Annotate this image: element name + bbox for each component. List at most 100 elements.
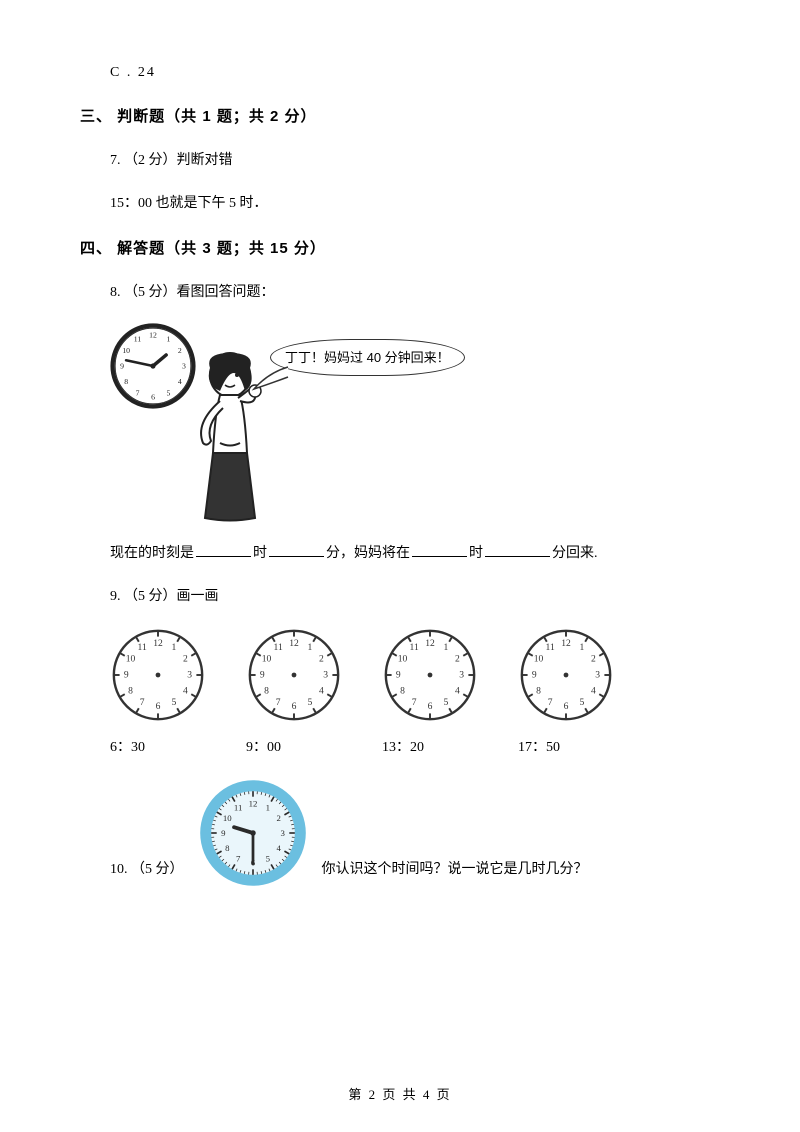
q7-prompt: 7. （2 分）判断对错	[110, 148, 720, 173]
svg-text:1: 1	[167, 334, 171, 343]
svg-text:10: 10	[262, 654, 272, 665]
svg-text:4: 4	[319, 685, 324, 696]
q9-label-2: 13：20	[382, 735, 478, 760]
svg-text:1: 1	[307, 642, 312, 653]
svg-text:3: 3	[595, 670, 600, 681]
q8-fill-line: 现在的时刻是时分，妈妈将在时分回来.	[110, 541, 720, 566]
q8-blank-1[interactable]	[196, 543, 251, 557]
svg-text:12: 12	[289, 638, 299, 649]
svg-text:6: 6	[156, 701, 161, 712]
q9-label-0: 6：30	[110, 735, 206, 760]
svg-text:7: 7	[548, 697, 553, 708]
q8-blank-3[interactable]	[412, 543, 467, 557]
svg-text:10: 10	[126, 654, 136, 665]
svg-text:6: 6	[292, 701, 297, 712]
svg-text:3: 3	[323, 670, 328, 681]
svg-text:11: 11	[138, 642, 147, 653]
q8-speech-bubble: 丁丁！妈妈过 40 分钟回来！	[270, 339, 465, 376]
svg-text:2: 2	[183, 654, 188, 665]
svg-text:6: 6	[564, 701, 569, 712]
q9-clock-2: 121234567891011	[382, 627, 478, 723]
svg-text:11: 11	[546, 642, 555, 653]
svg-text:1: 1	[171, 642, 176, 653]
q8-fill-m3: 时	[469, 546, 483, 561]
q8-prompt: 8. （5 分）看图回答问题：	[110, 280, 720, 305]
svg-text:8: 8	[225, 843, 230, 853]
section-4-heading: 四、 解答题（共 3 题；共 15 分）	[80, 235, 720, 262]
q9-label-3: 17：50	[518, 735, 614, 760]
q8-fill-m1: 时	[253, 546, 267, 561]
svg-text:7: 7	[136, 388, 140, 397]
svg-text:5: 5	[579, 697, 584, 708]
svg-text:12: 12	[149, 330, 157, 339]
q9-clock-col-1: 121234567891011 9：00	[246, 627, 342, 760]
svg-text:5: 5	[167, 388, 171, 397]
svg-text:12: 12	[153, 638, 163, 649]
q10-row: 10. （5 分） 121234567891011 你认识这个时间吗？说一说它是…	[110, 778, 720, 888]
svg-text:1: 1	[579, 642, 584, 653]
svg-text:9: 9	[120, 361, 124, 370]
q9-clock-col-2: 121234567891011 13：20	[382, 627, 478, 760]
svg-text:7: 7	[235, 854, 240, 864]
q7-text: 15：00 也就是下午 5 时．	[110, 191, 720, 216]
svg-text:5: 5	[307, 697, 312, 708]
svg-text:9: 9	[124, 670, 129, 681]
svg-text:2: 2	[276, 813, 280, 823]
svg-text:3: 3	[459, 670, 464, 681]
svg-text:11: 11	[410, 642, 419, 653]
q8-bubble-tail	[250, 363, 290, 393]
svg-text:11: 11	[233, 803, 241, 813]
q9-clock-row: 121234567891011 6：30 121234567891011 9：0…	[110, 627, 720, 760]
svg-text:12: 12	[248, 799, 257, 809]
q10-prefix: 10. （5 分）	[110, 857, 184, 882]
svg-text:3: 3	[280, 828, 285, 838]
svg-text:12: 12	[425, 638, 435, 649]
option-c: C . 24	[110, 60, 720, 85]
q8-bubble-text: 丁丁！妈妈过 40 分钟回来！	[285, 350, 450, 365]
svg-text:8: 8	[128, 685, 133, 696]
svg-text:11: 11	[134, 334, 142, 343]
svg-text:4: 4	[183, 685, 188, 696]
q8-fill-m4: 分回来.	[552, 546, 598, 561]
q10-question: 你认识这个时间吗？说一说它是几时几分？	[322, 857, 588, 882]
q8-fill-m2: 分，妈妈将在	[326, 546, 410, 561]
svg-text:1: 1	[443, 642, 448, 653]
svg-text:8: 8	[400, 685, 405, 696]
svg-text:6: 6	[428, 701, 433, 712]
svg-text:4: 4	[455, 685, 460, 696]
svg-text:8: 8	[124, 377, 128, 386]
q8-blank-4[interactable]	[485, 543, 550, 557]
q9-label-1: 9：00	[246, 735, 342, 760]
q8-figure: 121234567891011 丁丁！妈妈过 40 分钟回来！	[110, 323, 720, 523]
section-3-heading: 三、 判断题（共 1 题；共 2 分）	[80, 103, 720, 130]
q9-clock-1: 121234567891011	[246, 627, 342, 723]
svg-text:10: 10	[534, 654, 544, 665]
svg-text:4: 4	[591, 685, 596, 696]
svg-text:7: 7	[276, 697, 281, 708]
page-footer: 第 2 页 共 4 页	[0, 1083, 800, 1106]
svg-text:5: 5	[443, 697, 448, 708]
q9-prompt: 9. （5 分）画一画	[110, 584, 720, 609]
svg-text:2: 2	[319, 654, 324, 665]
q9-clock-col-3: 12 12 3 45678 9 1011 17：50	[518, 627, 614, 760]
svg-text:9: 9	[260, 670, 265, 681]
svg-text:11: 11	[274, 642, 283, 653]
q9-clock-col-0: 121234567891011 6：30	[110, 627, 206, 760]
svg-text:4: 4	[276, 843, 281, 853]
svg-text:5: 5	[171, 697, 176, 708]
q9-clock-0: 121234567891011	[110, 627, 206, 723]
svg-text:1: 1	[265, 803, 269, 813]
svg-text:8: 8	[536, 685, 541, 696]
svg-text:9: 9	[221, 828, 226, 838]
svg-text:9: 9	[532, 670, 537, 681]
q8-blank-2[interactable]	[269, 543, 324, 557]
svg-text:2: 2	[591, 654, 596, 665]
svg-text:10: 10	[222, 813, 231, 823]
svg-text:12: 12	[561, 638, 571, 649]
q9-clock-3: 12 12 3 45678 9 1011	[518, 627, 614, 723]
svg-text:5: 5	[265, 854, 270, 864]
svg-text:2: 2	[455, 654, 460, 665]
svg-text:3: 3	[187, 670, 192, 681]
svg-text:10: 10	[398, 654, 408, 665]
svg-text:6: 6	[151, 392, 155, 401]
